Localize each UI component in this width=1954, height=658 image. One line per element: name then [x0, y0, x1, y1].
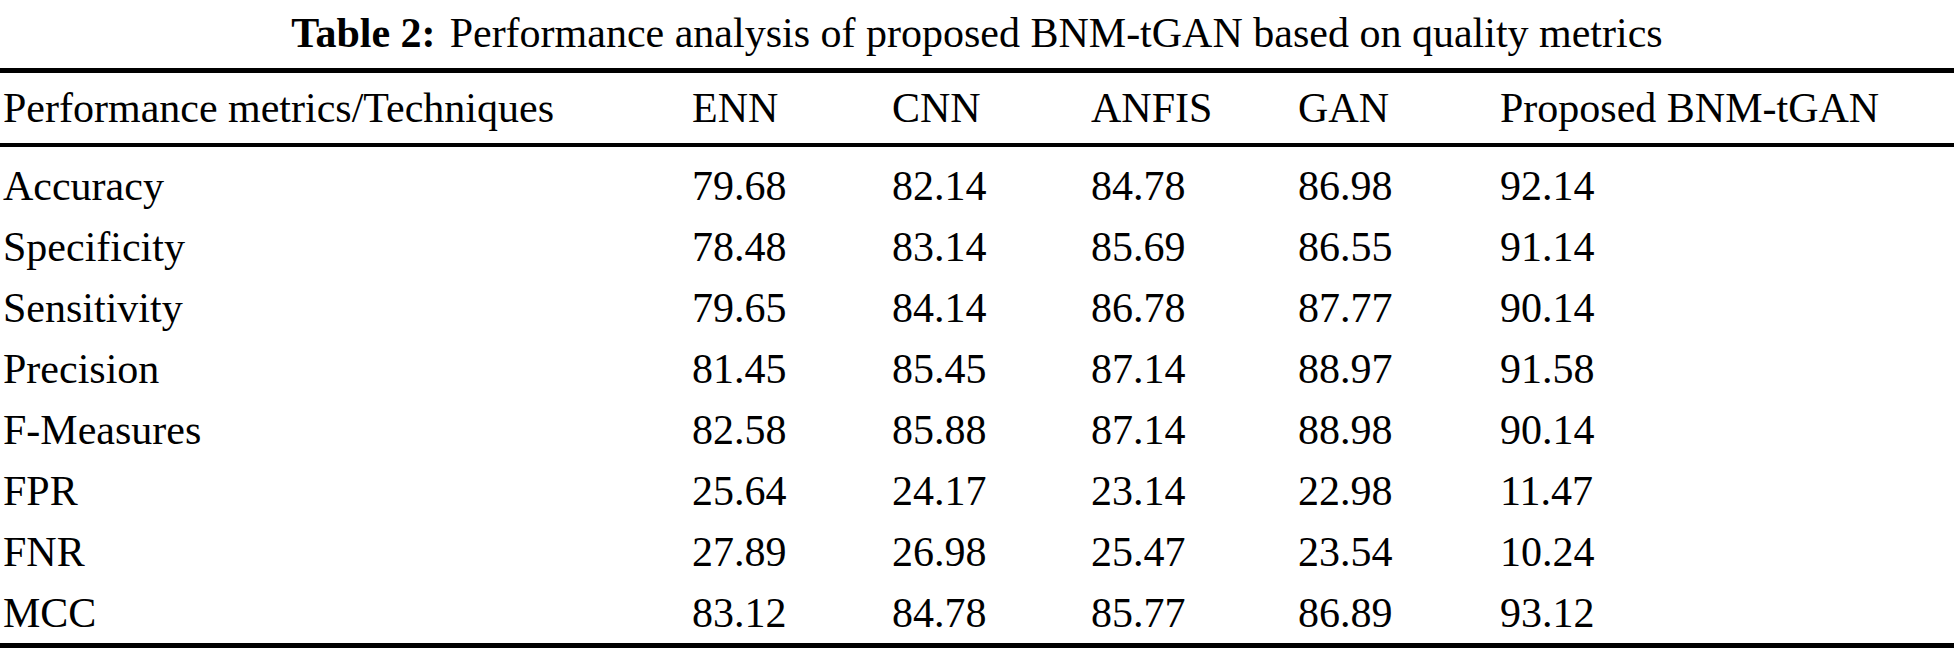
metric-value: 85.69	[1091, 216, 1298, 277]
metric-label: MCC	[0, 582, 692, 646]
metric-value: 91.58	[1500, 338, 1954, 399]
header-row: Performance metrics/Techniques ENN CNN A…	[0, 71, 1954, 146]
table-caption-text: Performance analysis of proposed BNM-tGA…	[450, 10, 1663, 56]
metric-value: 90.14	[1500, 277, 1954, 338]
column-header-cnn: CNN	[892, 71, 1091, 146]
metric-value: 84.78	[892, 582, 1091, 646]
metric-label: Sensitivity	[0, 277, 692, 338]
column-header-gan: GAN	[1298, 71, 1500, 146]
metric-value: 93.12	[1500, 582, 1954, 646]
metric-label: Accuracy	[0, 145, 692, 216]
metric-value: 23.14	[1091, 460, 1298, 521]
metric-value: 79.65	[692, 277, 892, 338]
metric-value: 27.89	[692, 521, 892, 582]
metric-value: 11.47	[1500, 460, 1954, 521]
metric-value: 24.17	[892, 460, 1091, 521]
column-header-proposed: Proposed BNM-tGAN	[1500, 71, 1954, 146]
metric-value: 86.89	[1298, 582, 1500, 646]
metric-value: 86.55	[1298, 216, 1500, 277]
metric-value: 23.54	[1298, 521, 1500, 582]
column-header-anfis: ANFIS	[1091, 71, 1298, 146]
metric-value: 81.45	[692, 338, 892, 399]
metric-value: 83.12	[692, 582, 892, 646]
metric-value: 84.14	[892, 277, 1091, 338]
metric-value: 90.14	[1500, 399, 1954, 460]
metric-value: 87.14	[1091, 399, 1298, 460]
paper-table-page: Table 2: Performance analysis of proposed…	[0, 0, 1954, 658]
table-caption: Table 2: Performance analysis of proposed…	[0, 0, 1954, 68]
metric-value: 86.78	[1091, 277, 1298, 338]
metric-label: F-Measures	[0, 399, 692, 460]
metric-value: 82.58	[692, 399, 892, 460]
table-row-mcc: MCC 83.12 84.78 85.77 86.89 93.12	[0, 582, 1954, 646]
table-row-accuracy: Accuracy 79.68 82.14 84.78 86.98 92.14	[0, 145, 1954, 216]
metric-value: 26.98	[892, 521, 1091, 582]
metric-value: 82.14	[892, 145, 1091, 216]
table-row-fnr: FNR 27.89 26.98 25.47 23.54 10.24	[0, 521, 1954, 582]
table-row-f-measures: F-Measures 82.58 85.88 87.14 88.98 90.14	[0, 399, 1954, 460]
metric-value: 85.77	[1091, 582, 1298, 646]
metric-value: 85.45	[892, 338, 1091, 399]
table-caption-label: Table 2:	[291, 10, 435, 56]
metric-value: 79.68	[692, 145, 892, 216]
table-row-sensitivity: Sensitivity 79.65 84.14 86.78 87.77 90.1…	[0, 277, 1954, 338]
column-header-metrics: Performance metrics/Techniques	[0, 71, 692, 146]
table-row-specificity: Specificity 78.48 83.14 85.69 86.55 91.1…	[0, 216, 1954, 277]
table-row-fpr: FPR 25.64 24.17 23.14 22.98 11.47	[0, 460, 1954, 521]
column-header-enn: ENN	[692, 71, 892, 146]
metric-value: 10.24	[1500, 521, 1954, 582]
metric-value: 91.14	[1500, 216, 1954, 277]
metric-label: FPR	[0, 460, 692, 521]
metric-value: 25.47	[1091, 521, 1298, 582]
metric-value: 92.14	[1500, 145, 1954, 216]
table-row-precision: Precision 81.45 85.45 87.14 88.97 91.58	[0, 338, 1954, 399]
metric-value: 86.98	[1298, 145, 1500, 216]
metric-value: 88.98	[1298, 399, 1500, 460]
metric-value: 25.64	[692, 460, 892, 521]
metric-value: 83.14	[892, 216, 1091, 277]
metric-value: 22.98	[1298, 460, 1500, 521]
metric-label: Precision	[0, 338, 692, 399]
metric-label: Specificity	[0, 216, 692, 277]
metric-value: 88.97	[1298, 338, 1500, 399]
metric-value: 87.14	[1091, 338, 1298, 399]
metric-value: 85.88	[892, 399, 1091, 460]
metric-value: 84.78	[1091, 145, 1298, 216]
metric-label: FNR	[0, 521, 692, 582]
metric-value: 87.77	[1298, 277, 1500, 338]
performance-metrics-table: Performance metrics/Techniques ENN CNN A…	[0, 68, 1954, 648]
metric-value: 78.48	[692, 216, 892, 277]
